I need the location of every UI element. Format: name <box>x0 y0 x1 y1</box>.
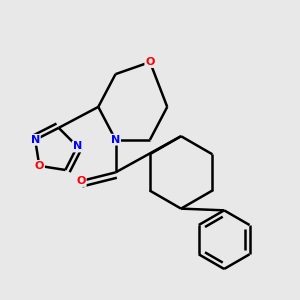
Text: O: O <box>76 176 86 186</box>
Text: N: N <box>73 142 82 152</box>
Text: N: N <box>31 135 40 145</box>
Text: O: O <box>145 57 155 67</box>
Text: O: O <box>34 161 44 171</box>
Text: N: N <box>111 135 120 145</box>
